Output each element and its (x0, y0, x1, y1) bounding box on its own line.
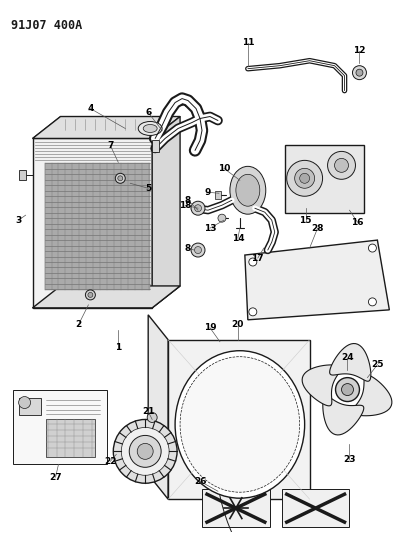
Text: 2: 2 (75, 320, 82, 329)
Circle shape (295, 168, 315, 188)
Polygon shape (148, 315, 168, 499)
Polygon shape (302, 365, 341, 406)
Text: 15: 15 (299, 216, 312, 225)
Text: 17: 17 (252, 254, 264, 263)
Circle shape (287, 160, 322, 196)
Ellipse shape (175, 351, 305, 498)
Circle shape (115, 173, 125, 183)
Circle shape (249, 258, 257, 266)
Circle shape (352, 66, 366, 79)
Bar (19, 398, 40, 416)
Polygon shape (352, 375, 392, 416)
Bar (46, 419, 95, 457)
Text: 22: 22 (104, 457, 117, 466)
Text: 8: 8 (185, 196, 191, 205)
Circle shape (129, 435, 161, 467)
Text: 8: 8 (185, 244, 191, 253)
Bar (215, 191, 221, 199)
Circle shape (368, 244, 377, 252)
Circle shape (194, 247, 202, 254)
Ellipse shape (236, 174, 260, 206)
Circle shape (194, 205, 202, 212)
Circle shape (328, 151, 356, 179)
Text: 21: 21 (142, 407, 154, 416)
Text: 18: 18 (179, 201, 191, 209)
Circle shape (137, 443, 153, 459)
Circle shape (218, 214, 226, 222)
Text: 91J07 400A: 91J07 400A (11, 19, 82, 32)
Polygon shape (33, 117, 180, 139)
Ellipse shape (143, 125, 157, 133)
Text: 13: 13 (204, 224, 216, 232)
Text: 5: 5 (145, 184, 152, 193)
Text: 1: 1 (115, 343, 122, 352)
Text: 7: 7 (107, 141, 114, 150)
Polygon shape (33, 139, 152, 308)
Text: 27: 27 (49, 473, 62, 482)
Circle shape (191, 201, 205, 215)
Polygon shape (168, 340, 309, 499)
Ellipse shape (230, 166, 266, 214)
Text: 10: 10 (218, 164, 230, 173)
Circle shape (19, 397, 31, 408)
Polygon shape (330, 344, 371, 381)
Text: 23: 23 (343, 455, 356, 464)
Circle shape (249, 308, 257, 316)
Text: 19: 19 (204, 324, 216, 332)
Circle shape (341, 384, 354, 395)
Text: 28: 28 (311, 224, 324, 232)
Text: 16: 16 (351, 217, 364, 227)
Polygon shape (33, 286, 180, 308)
Circle shape (300, 173, 309, 183)
Text: 4: 4 (87, 104, 94, 113)
Bar (282, 489, 349, 527)
Circle shape (356, 69, 363, 76)
Circle shape (85, 290, 95, 300)
Bar (13, 390, 107, 464)
Circle shape (118, 176, 123, 181)
Bar (202, 489, 270, 527)
Text: 24: 24 (341, 353, 354, 362)
Text: 9: 9 (205, 188, 211, 197)
Text: 11: 11 (242, 38, 254, 47)
Text: 6: 6 (145, 108, 152, 117)
Circle shape (113, 419, 177, 483)
Text: 3: 3 (15, 216, 22, 225)
Circle shape (336, 377, 360, 401)
Circle shape (335, 158, 349, 172)
Bar (152, 140, 159, 152)
Bar (19, 171, 25, 180)
Polygon shape (44, 163, 150, 290)
Polygon shape (152, 117, 180, 308)
Circle shape (368, 298, 377, 306)
Ellipse shape (138, 122, 162, 135)
Polygon shape (323, 396, 364, 435)
Polygon shape (245, 240, 389, 320)
Text: 20: 20 (231, 320, 244, 329)
Ellipse shape (180, 357, 300, 492)
Text: 26: 26 (194, 477, 206, 486)
Bar (285, 146, 364, 213)
Circle shape (191, 243, 205, 257)
Circle shape (88, 293, 93, 297)
Text: 14: 14 (231, 233, 244, 243)
Circle shape (121, 427, 169, 475)
Circle shape (147, 413, 157, 423)
Text: 25: 25 (371, 360, 384, 369)
Text: 12: 12 (353, 46, 366, 55)
